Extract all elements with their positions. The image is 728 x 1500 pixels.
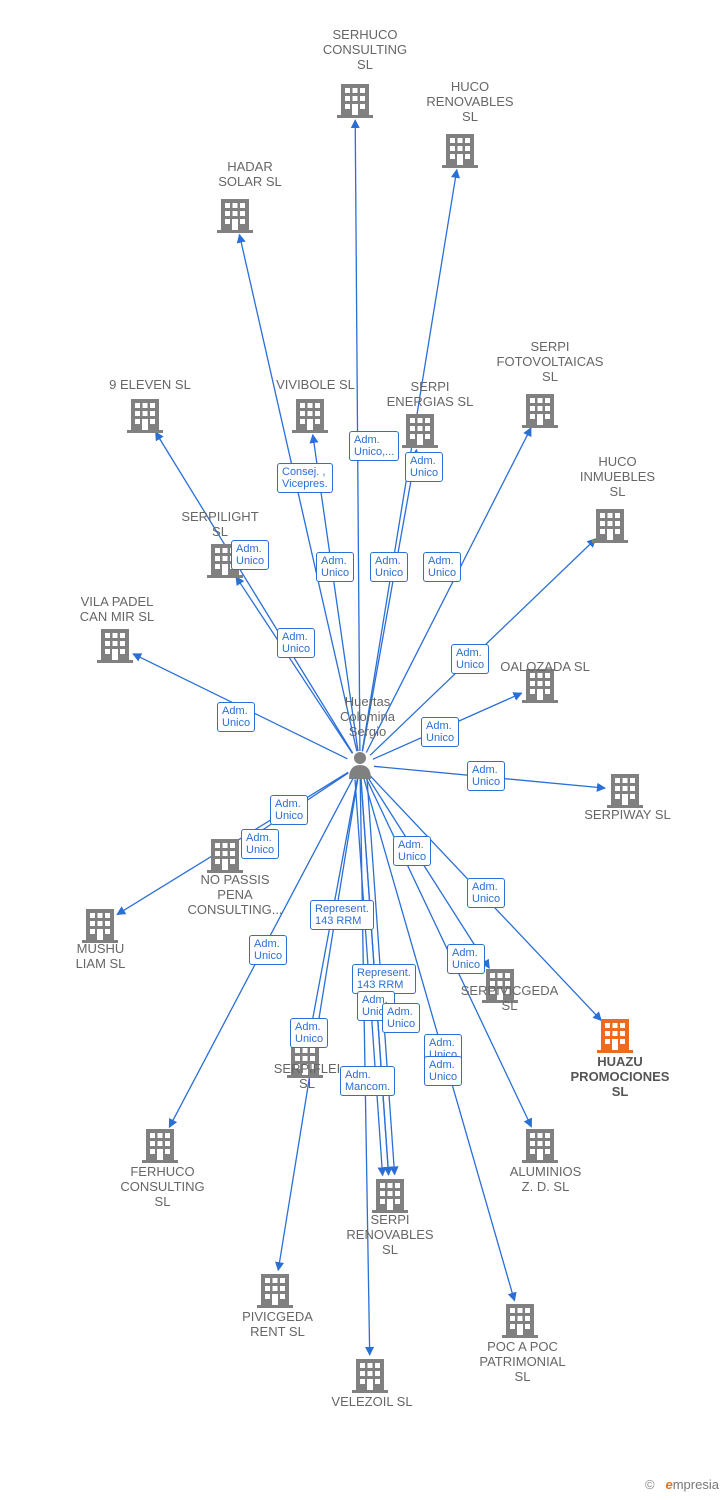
company-icon-serpilight[interactable] xyxy=(207,544,243,578)
company-icon-ferhuco[interactable] xyxy=(142,1129,178,1163)
edge-vilapadel xyxy=(133,654,347,759)
company-icon-vilapadel[interactable] xyxy=(97,629,133,663)
company-icon-9eleven[interactable] xyxy=(127,399,163,433)
edge-huazu xyxy=(370,775,602,1020)
person-icon[interactable] xyxy=(349,752,371,779)
company-icon-mushu[interactable] xyxy=(82,909,118,943)
edge-hadar xyxy=(239,235,357,752)
edge-serpiflei xyxy=(309,779,358,1041)
company-icon-pivicgeda[interactable] xyxy=(257,1274,293,1308)
edge-serpiren xyxy=(355,779,383,1175)
brand-rest: mpresia xyxy=(673,1477,719,1492)
edge-serpilight xyxy=(236,577,352,754)
edge-pocapoc xyxy=(364,779,515,1301)
edge-9eleven xyxy=(156,432,353,753)
company-icon-vivibole[interactable] xyxy=(292,399,328,433)
edge-ferhuco xyxy=(169,777,353,1127)
company-icon-hucoinm[interactable] xyxy=(592,509,628,543)
company-icon-hucoren[interactable] xyxy=(442,134,478,168)
company-icon-serpiflei[interactable] xyxy=(287,1044,323,1078)
company-icon-aluminios[interactable] xyxy=(522,1129,558,1163)
company-icon-huazu[interactable] xyxy=(597,1019,633,1053)
edge-hucoinm xyxy=(370,539,595,755)
network-canvas xyxy=(0,0,728,1500)
edge-hucoren xyxy=(362,170,457,752)
edge-serhuco xyxy=(355,120,360,751)
company-icon-velezoil[interactable] xyxy=(352,1359,388,1393)
company-icon-serpivic[interactable] xyxy=(482,969,518,1003)
brand-e: e xyxy=(665,1477,672,1492)
edge-nopassis xyxy=(242,773,349,844)
edge-oalozada xyxy=(373,693,522,759)
edge-serpiway xyxy=(374,766,605,788)
company-icon-serpiene[interactable] xyxy=(402,414,438,448)
company-icon-serpifoto[interactable] xyxy=(522,394,558,428)
company-icon-serpiren[interactable] xyxy=(372,1179,408,1213)
edge-velezoil xyxy=(360,779,370,1355)
company-icon-pocapoc[interactable] xyxy=(502,1304,538,1338)
company-icon-serpiway[interactable] xyxy=(607,774,643,808)
company-icon-hadar[interactable] xyxy=(217,199,253,233)
edge-pivicgeda xyxy=(278,779,358,1271)
copyright-symbol: © xyxy=(645,1477,655,1492)
company-icon-nopassis[interactable] xyxy=(207,839,243,873)
footer-copyright: © empresia xyxy=(645,1477,719,1492)
company-icon-oalozada[interactable] xyxy=(522,669,558,703)
company-icon-serhuco[interactable] xyxy=(337,84,373,118)
edge-serpivic xyxy=(368,777,490,968)
